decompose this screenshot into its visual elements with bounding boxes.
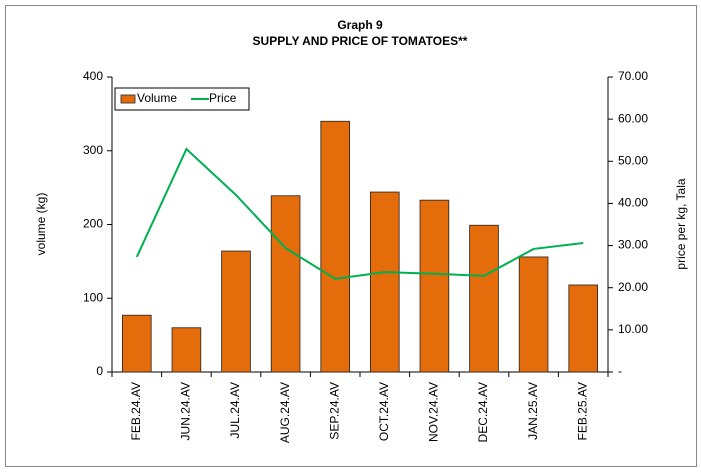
- x-tick-label: NOV.24.AV: [427, 382, 441, 442]
- x-tick-label: JAN.25.AV: [526, 382, 540, 440]
- y2-tick-label: 40.00: [618, 196, 648, 210]
- x-tick-label: FEB.25.AV: [575, 382, 589, 440]
- bar: [270, 195, 301, 373]
- bar: [419, 199, 450, 373]
- legend-label: Volume: [137, 91, 177, 105]
- bar: [171, 327, 202, 373]
- x-tick-label: JUN.24.AV: [179, 382, 193, 440]
- bar: [221, 250, 251, 373]
- chart-subtitle: SUPPLY AND PRICE OF TOMATOES**: [253, 34, 468, 48]
- y2-tick-label: 70.00: [618, 69, 648, 83]
- y-axis-label: volume (kg): [34, 193, 48, 256]
- bar: [370, 191, 400, 373]
- bar: [320, 120, 350, 373]
- y2-tick-label: 30.00: [618, 238, 648, 252]
- x-tick-label: AUG.24.AV: [278, 382, 292, 443]
- x-tick-label: JUL.24.AV: [228, 382, 242, 438]
- y2-tick-label: 50.00: [618, 153, 648, 167]
- y-tick-label: 200: [83, 217, 103, 231]
- x-tick-label: OCT.24.AV: [377, 382, 391, 441]
- y2-tick-label: 20.00: [618, 280, 648, 294]
- legend-box: [114, 87, 250, 111]
- y2-axis-label: price per kg, Tala: [674, 178, 688, 269]
- y-tick-label: 100: [83, 290, 103, 304]
- y2-tick-label: -: [618, 364, 622, 378]
- bar: [518, 256, 549, 373]
- chart-title: Graph 9: [337, 18, 383, 32]
- legend-swatch: [120, 94, 136, 104]
- price-line: [135, 147, 584, 280]
- y-tick-label: 400: [83, 69, 103, 83]
- y2-tick-label: 60.00: [618, 111, 648, 125]
- y2-tick-label: 10.00: [618, 322, 648, 336]
- y-tick-label: 300: [83, 143, 103, 157]
- x-tick-label: SEP.24.AV: [327, 382, 341, 440]
- bar: [568, 284, 598, 373]
- y-tick-label: 0: [96, 364, 103, 378]
- legend-label: Price: [209, 91, 237, 105]
- chart-border: [5, 5, 697, 467]
- x-tick-label: FEB.24.AV: [129, 382, 143, 440]
- x-tick-label: DEC.24.AV: [476, 382, 490, 442]
- bar: [122, 314, 152, 373]
- bar: [469, 224, 499, 373]
